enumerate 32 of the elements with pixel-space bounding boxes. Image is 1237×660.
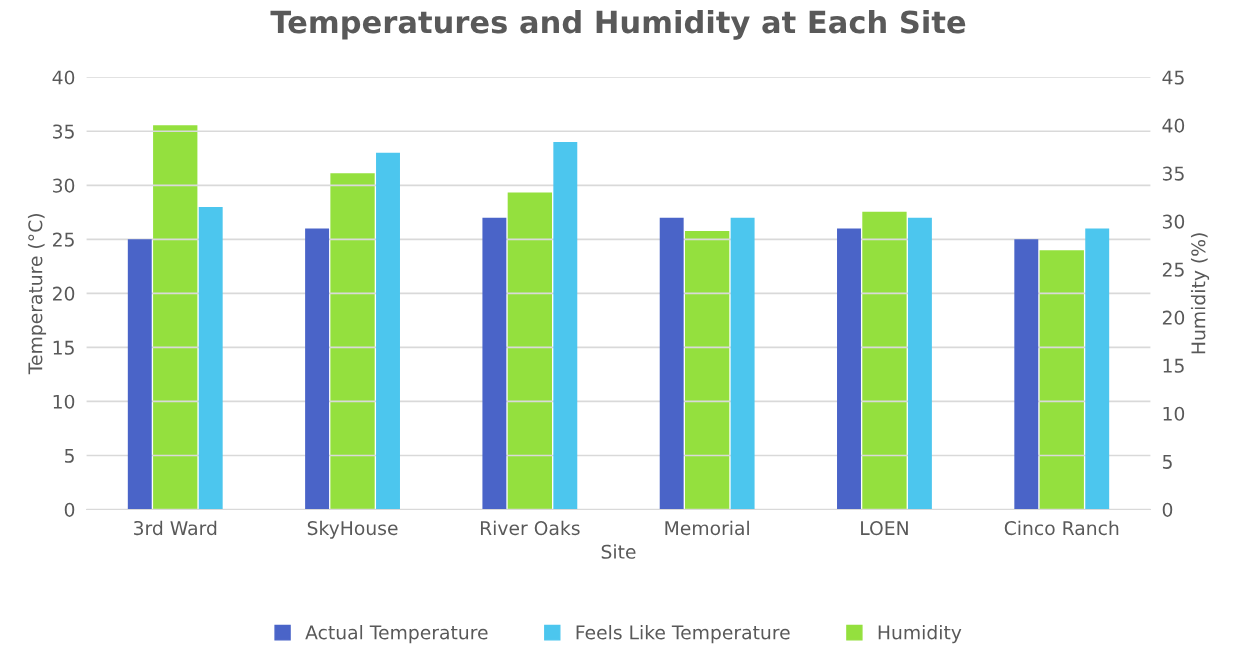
y-tick-label: 5 xyxy=(65,448,74,463)
y2-tick-label: 5 xyxy=(1162,454,1172,469)
x-tick-label: 3rd Ward xyxy=(134,520,217,536)
y-tick-label: 15 xyxy=(53,340,74,355)
y2-axis-title: Humidity (%) xyxy=(1190,233,1210,354)
y-tick-label: 25 xyxy=(52,232,74,247)
y2-tick-label: 10 xyxy=(1163,406,1185,421)
y-tick-label: 0 xyxy=(64,502,75,517)
y2-tick-label: 45 xyxy=(1162,70,1184,85)
y2-tick-label: 15 xyxy=(1163,358,1184,373)
y-tick-label: 40 xyxy=(52,70,75,85)
legend-label: Feels Like Temperature xyxy=(576,624,790,644)
y-axis-title: Temperature (°C) xyxy=(27,214,47,375)
y2-tick-label: 30 xyxy=(1162,214,1185,229)
y2-tick-label: 35 xyxy=(1162,166,1184,181)
y-tick-label: 30 xyxy=(53,178,75,193)
y2-tick-label: 0 xyxy=(1162,502,1173,517)
y2-tick-label: 40 xyxy=(1162,118,1185,133)
y2-tick-label: 25 xyxy=(1162,262,1184,277)
y-tick-label: 35 xyxy=(53,124,74,139)
x-axis-title: Site xyxy=(601,544,636,559)
y-tick-label: 10 xyxy=(53,394,75,409)
x-tick-label: River Oaks xyxy=(480,520,580,536)
x-tick-label: Cinco Ranch xyxy=(1004,520,1119,536)
chart-title: Temperatures and Humidity at Each Site xyxy=(270,9,966,40)
x-tick-label: SkyHouse xyxy=(307,520,398,539)
legend-label: Actual Temperature xyxy=(305,624,488,644)
y2-tick-label: 20 xyxy=(1162,310,1185,325)
legend-label: Humidity xyxy=(878,624,962,644)
x-tick-label: LOEN xyxy=(861,520,908,536)
x-tick-label: Memorial xyxy=(665,520,749,536)
y-tick-label: 20 xyxy=(52,286,75,301)
